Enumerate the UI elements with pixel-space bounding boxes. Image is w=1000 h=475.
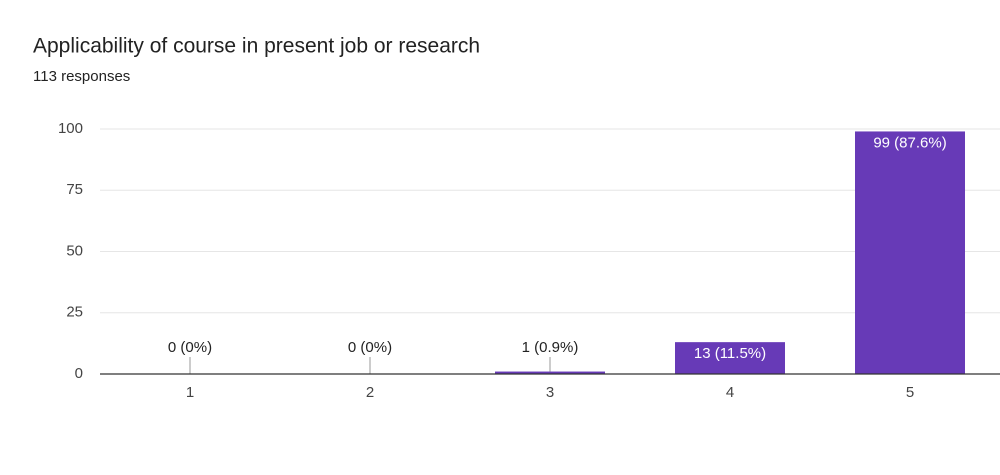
y-tick-label: 50	[66, 242, 83, 259]
bar	[495, 371, 605, 374]
data-label: 13 (11.5%)	[694, 345, 766, 362]
y-tick-label: 100	[58, 120, 83, 137]
data-label: 99 (87.6%)	[873, 134, 946, 151]
x-tick-label: 3	[546, 384, 554, 401]
x-tick-label: 5	[906, 384, 914, 401]
y-tick-label: 75	[66, 181, 83, 198]
x-tick-label: 2	[366, 384, 374, 401]
data-label: 0 (0%)	[348, 339, 392, 356]
bar	[855, 131, 965, 374]
bar	[675, 342, 785, 374]
x-tick-label: 1	[186, 384, 194, 401]
x-tick-label: 4	[726, 384, 734, 401]
y-tick-label: 0	[75, 365, 83, 382]
chart-subtitle: 113 responses	[33, 68, 130, 85]
y-tick-label: 25	[66, 304, 83, 321]
data-label: 0 (0%)	[168, 339, 212, 356]
chart-title: Applicability of course in present job o…	[33, 35, 480, 58]
data-label: 1 (0.9%)	[522, 339, 579, 356]
